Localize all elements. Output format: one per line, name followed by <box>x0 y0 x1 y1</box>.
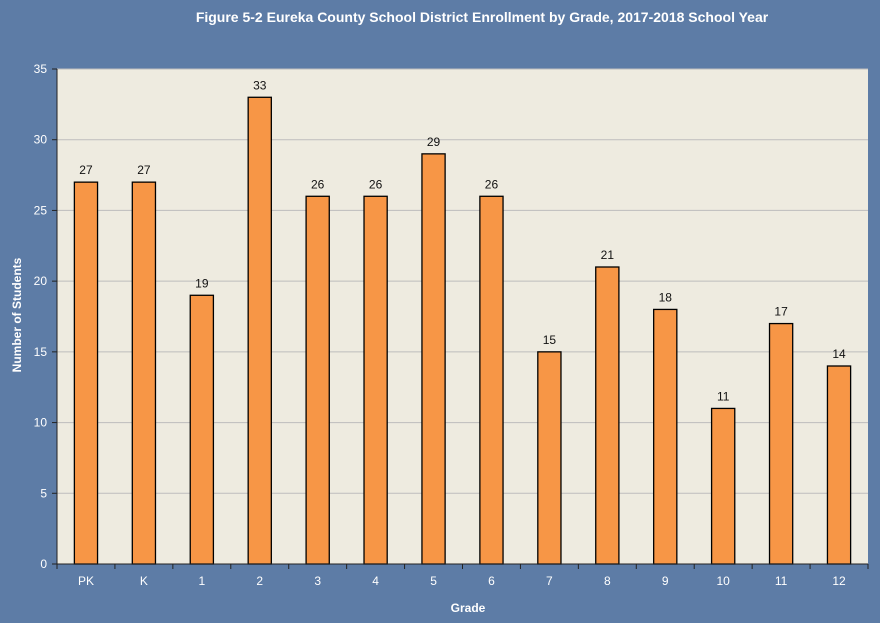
x-tick-label: 10 <box>716 574 730 588</box>
y-tick-label: 30 <box>34 133 48 147</box>
bar-10 <box>710 407 736 565</box>
data-label-4: 26 <box>369 177 383 191</box>
data-label-7: 15 <box>543 333 557 347</box>
x-tick-label: 11 <box>775 574 788 588</box>
data-label-12: 14 <box>832 347 846 361</box>
x-tick-label: 1 <box>198 574 205 588</box>
bar-7 <box>537 351 562 565</box>
bar-12 <box>826 365 852 565</box>
x-tick-label: 4 <box>372 574 379 588</box>
y-tick-label: 25 <box>34 203 48 217</box>
bar-11 <box>768 322 794 565</box>
bar-pk <box>73 181 99 565</box>
x-tick-label: 2 <box>256 574 263 588</box>
y-axis-title: Number of Students <box>10 257 24 372</box>
y-tick-label: 10 <box>34 416 48 430</box>
axes <box>52 68 869 569</box>
data-label-pk: 27 <box>79 163 93 177</box>
data-label-1: 19 <box>195 276 209 290</box>
plot-area <box>57 69 868 564</box>
x-tick-label: 5 <box>430 574 437 588</box>
y-tick-label: 20 <box>34 274 48 288</box>
bar-2 <box>247 96 272 565</box>
x-tick-label: 3 <box>314 574 321 588</box>
y-tick-label: 5 <box>40 486 47 500</box>
y-tick-label: 0 <box>40 557 47 571</box>
data-label-6: 26 <box>485 177 499 191</box>
y-tick-label: 35 <box>34 62 48 76</box>
bar-1 <box>189 294 215 565</box>
data-label-k: 27 <box>137 163 151 177</box>
chart-title: Figure 5-2 Eureka County School District… <box>196 9 769 25</box>
data-label-8: 21 <box>601 248 615 262</box>
x-tick-label: K <box>140 574 148 588</box>
data-label-9: 18 <box>659 290 673 304</box>
bars <box>73 96 852 565</box>
bar-6 <box>479 195 504 565</box>
x-tick-label: 12 <box>832 574 846 588</box>
bar-8 <box>595 266 620 565</box>
data-label-2: 33 <box>253 78 267 92</box>
data-labels: 27 27 19 33 26 26 29 26 15 21 18 11 17 14 <box>79 78 846 403</box>
x-tick-label: 8 <box>604 574 611 588</box>
x-tick-label: 6 <box>488 574 495 588</box>
y-tick-label: 15 <box>34 345 48 359</box>
bar-9 <box>653 308 678 565</box>
bar-3 <box>305 195 330 565</box>
bar-5 <box>421 153 446 565</box>
x-axis-title: Grade <box>451 601 486 615</box>
data-label-11: 17 <box>774 305 788 319</box>
x-tick-label: 9 <box>662 574 669 588</box>
x-tick-label: 7 <box>546 574 553 588</box>
x-tick-label: PK <box>78 574 94 588</box>
bar-4 <box>363 195 388 565</box>
data-label-10: 11 <box>717 389 730 403</box>
data-label-5: 29 <box>427 135 441 149</box>
data-label-3: 26 <box>311 177 325 191</box>
bar-k <box>131 181 157 565</box>
